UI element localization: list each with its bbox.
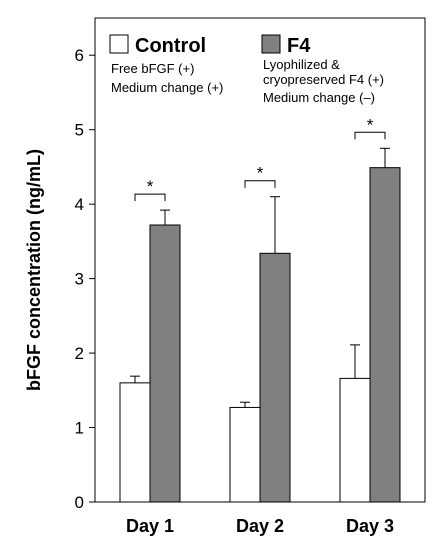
significance-bracket-day-2 [244,180,276,188]
bar-f4-day-2 [259,252,291,503]
legend-swatch-control [109,34,129,54]
y-tick-label-2: 2 [75,344,84,363]
legend-note-f4-2: Medium change (–) [263,90,375,105]
legend-title-control: Control [135,35,206,57]
legend-title-f4: F4 [287,35,311,57]
y-tick-label-4: 4 [75,195,84,214]
y-tick-label-1: 1 [75,419,84,438]
x-tick-label-day-1: Day 1 [126,516,174,536]
plot-frame [94,17,426,503]
significance-star-day-2: * [257,164,264,183]
significance-bracket-day-1 [134,193,166,202]
bar-f4-day-3 [369,167,401,503]
significance-star-day-3: * [367,115,374,134]
bar-control-day-1 [119,382,151,503]
significance-star-day-1: * [147,177,154,196]
legend-swatch-f4 [261,34,281,54]
bars-layer [119,131,401,503]
legend-note-f4-1: cryopreserved F4 (+) [263,72,384,87]
labels-layer: * Day 1 * Day 2 * Day 3 0 1 2 3 4 5 6 bFGF concentrat… [24,46,394,536]
legend-note-control-0: Free bFGF (+) [111,61,194,76]
bar-control-day-3 [339,377,371,503]
x-tick-label-day-2: Day 2 [236,516,284,536]
y-tick-label-6: 6 [75,46,84,65]
significance-bracket-day-3 [354,131,386,140]
legend: Control Free bFGF (+) Medium change (+) F4L… [109,34,384,105]
legend-note-f4-0: Lyophilized & [263,57,340,72]
y-tick-label-5: 5 [75,121,84,140]
bar-control-day-2 [229,406,261,503]
y-tick-label-0: 0 [75,493,84,512]
y-tick-label-3: 3 [75,270,84,289]
bar-f4-day-1 [149,224,181,503]
x-tick-label-day-3: Day 3 [346,516,394,536]
legend-note-control-1: Medium change (+) [111,80,223,95]
axes-layer [89,17,426,503]
y-axis-label: bFGF concentration (ng/mL) [24,149,44,391]
